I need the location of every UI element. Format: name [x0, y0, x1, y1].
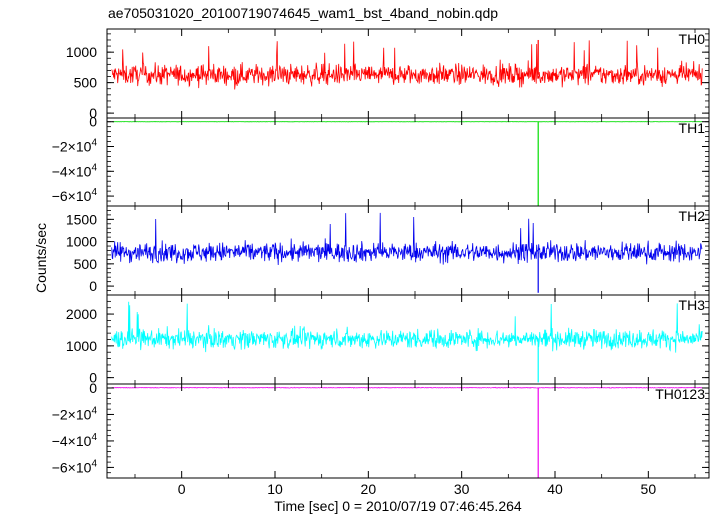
y-tick-label: 1500 [66, 211, 97, 227]
y-tick-label: 500 [74, 256, 98, 272]
y-tick-label: −2×104 [52, 138, 98, 155]
y-tick-label: −6×104 [52, 458, 98, 475]
panel-label-th2: TH2 [679, 208, 706, 224]
panel-label-th0: TH0 [679, 31, 706, 47]
panel-label-th3: TH3 [679, 297, 706, 313]
x-tick-label: 40 [547, 481, 563, 497]
panel-th3: 0 1000 2000 TH3 [66, 294, 710, 386]
x-tick-label: 20 [361, 481, 377, 497]
x-tick-label: 0 [178, 481, 186, 497]
y-tick-label: 0 [89, 114, 97, 130]
y-tick-label: 0 [89, 370, 97, 386]
panel-th0: 0 500 1000 TH0 [66, 28, 710, 121]
y-tick-label: 1000 [66, 44, 97, 60]
x-tick-label: 30 [454, 481, 470, 497]
y-tick-label: −4×104 [52, 432, 98, 449]
panel-th1: 0 −2×104 −4×104 −6×104 TH1 [52, 114, 710, 207]
panel-frame [106, 117, 710, 207]
panel-label-th1: TH1 [679, 120, 706, 136]
panel-th2: 0 500 1000 1500 TH2 [66, 205, 710, 296]
series-line-th2 [111, 212, 703, 266]
y-tick-label: 0 [89, 380, 97, 396]
y-tick-label: 2000 [66, 306, 97, 322]
y-tick-label: 1000 [66, 338, 97, 354]
series-line-th3 [111, 301, 703, 353]
x-tick-label: 50 [641, 481, 657, 497]
y-tick-label: 0 [89, 105, 97, 121]
panel-th0123: 0 −2×104 −4×104 −6×104 TH0123 [52, 380, 710, 479]
series-line-th0123 [111, 386, 703, 389]
x-axis: 0 10 20 30 40 50 [178, 481, 657, 497]
x-axis-title: Time [sec] 0 = 2010/07/19 07:46:45.264 [274, 498, 522, 514]
series-line-th0 [111, 40, 703, 90]
y-tick-label: 0 [89, 278, 97, 294]
panel-frame [106, 383, 710, 479]
panels: 0 500 1000 TH0 0 −2×104 −4×104 −6×104 TH1 0 500 100… [52, 28, 710, 479]
x-tick-label: 10 [267, 481, 283, 497]
panel-label-th0123: TH0123 [655, 386, 705, 402]
y-tick-label: 1000 [66, 234, 97, 250]
y-tick-label: −2×104 [52, 405, 98, 422]
y-tick-label: −4×104 [52, 162, 98, 179]
y-tick-label: −6×104 [52, 187, 98, 204]
chart-title: ae705031020_20100719074645_wam1_bst_4ban… [108, 5, 498, 21]
y-axis-title: Counts/sec [33, 223, 49, 293]
y-tick-label: 500 [74, 75, 98, 91]
